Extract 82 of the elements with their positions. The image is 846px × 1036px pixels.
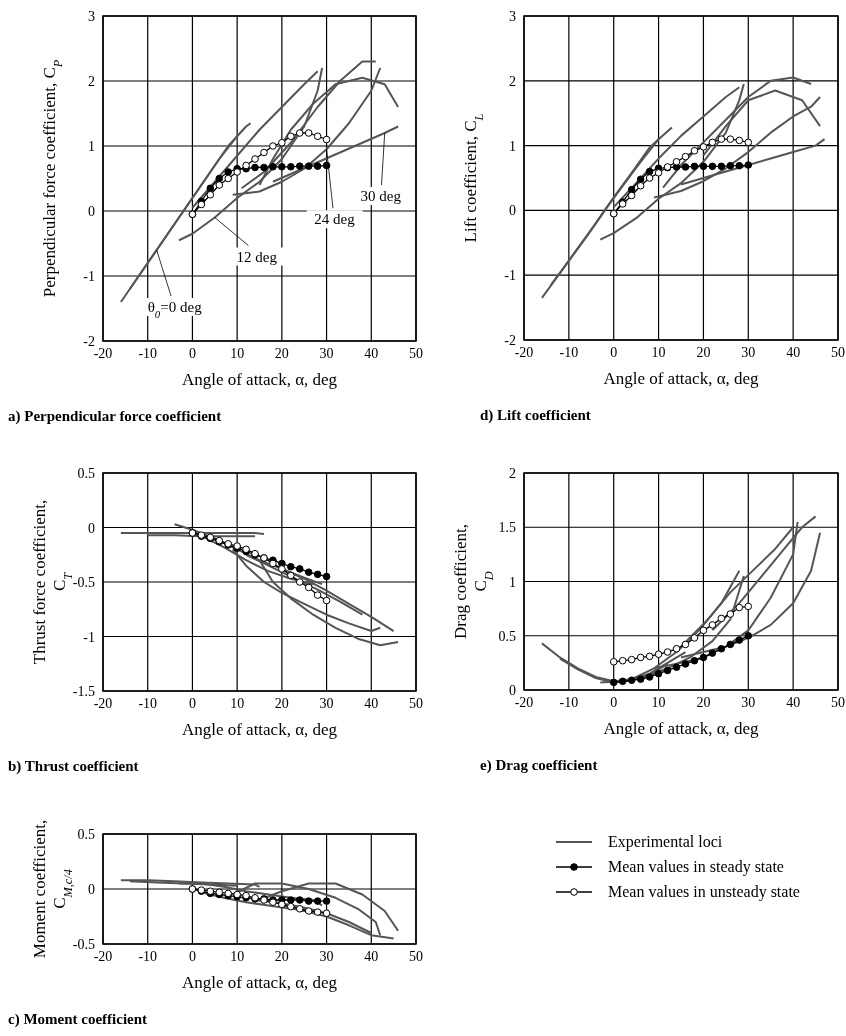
y-tick-label: -2 xyxy=(504,333,516,348)
annotation: θ$_{0}$=0 deg xyxy=(147,299,203,320)
x-tick-label: 50 xyxy=(409,949,423,964)
y-tick-label: 3 xyxy=(509,9,516,24)
x-tick-label: 10 xyxy=(651,695,666,710)
x-tick-label: 20 xyxy=(274,346,289,361)
y-tick-label: -1.5 xyxy=(72,684,95,699)
x-tick-label: 30 xyxy=(741,695,756,710)
x-axis-title: Angle of attack, α, deg xyxy=(181,973,338,992)
y-tick-label: 0 xyxy=(88,204,95,219)
annotation: 24 deg xyxy=(314,211,356,228)
x-tick-label: 20 xyxy=(696,345,711,360)
x-tick-label: -10 xyxy=(138,346,158,361)
x-tick-label: 10 xyxy=(230,696,245,711)
annotation: 12 deg xyxy=(236,248,278,265)
x-tick-label: 0 xyxy=(610,695,618,710)
x-tick-label: 50 xyxy=(831,345,845,360)
x-axis-title: Angle of attack, α, deg xyxy=(181,370,338,389)
y-tick-label: 0.5 xyxy=(77,827,95,842)
text: c) Moment coefficient xyxy=(8,1011,148,1028)
x-tick-label: -10 xyxy=(138,949,158,964)
x-axis-title: Angle of attack, α, deg xyxy=(603,369,760,388)
x-tick-label: 10 xyxy=(230,346,245,361)
y-tick-label: -1 xyxy=(83,629,95,645)
y-tick-label: 0.5 xyxy=(498,628,516,644)
x-tick-label: 20 xyxy=(274,696,289,711)
y-tick-label: 1 xyxy=(509,574,516,590)
x-tick-label: -20 xyxy=(93,949,113,964)
x-tick-label: 30 xyxy=(319,696,334,711)
x-tick-label: 50 xyxy=(409,346,423,361)
x-tick-label: -10 xyxy=(559,695,579,710)
y-tick-label: 3 xyxy=(88,9,95,24)
legend-label: Mean values in unsteady state xyxy=(608,883,800,901)
y-tick-label: -0.5 xyxy=(72,937,95,952)
x-axis-title: Angle of attack, α, deg xyxy=(181,720,338,739)
x-tick-label: -20 xyxy=(93,696,113,711)
x-tick-label: -10 xyxy=(559,345,579,360)
x-tick-label: 40 xyxy=(364,346,379,361)
x-tick-label: 0 xyxy=(188,949,196,964)
x-tick-label: 30 xyxy=(319,346,334,361)
annotation: 30 deg xyxy=(360,188,402,204)
y-tick-label: 2 xyxy=(509,73,516,89)
y-tick-label: 2 xyxy=(509,466,516,481)
y-tick-label: -0.5 xyxy=(72,575,95,590)
x-tick-label: -20 xyxy=(514,345,534,360)
x-tick-label: 30 xyxy=(741,345,756,360)
x-tick-label: 40 xyxy=(364,696,379,711)
text: e) Drag coefficient xyxy=(480,757,598,774)
x-tick-label: 50 xyxy=(831,695,845,710)
y-tick-label: 1 xyxy=(88,139,95,154)
x-axis-title: Angle of attack, α, deg xyxy=(603,719,760,738)
y-tick-label: -1 xyxy=(504,268,516,284)
x-tick-label: 20 xyxy=(696,695,711,710)
x-tick-label: 30 xyxy=(319,949,334,964)
y-tick-label: 0 xyxy=(509,683,516,698)
x-tick-label: 40 xyxy=(364,949,379,964)
x-tick-label: -10 xyxy=(138,696,158,711)
x-tick-label: -20 xyxy=(514,695,534,710)
x-tick-label: 0 xyxy=(188,696,196,711)
x-tick-label: 10 xyxy=(651,345,666,360)
text: b) Thrust coefficient xyxy=(8,758,139,775)
x-tick-label: 50 xyxy=(409,696,423,711)
x-tick-label: 0 xyxy=(610,345,618,360)
y-tick-label: 1 xyxy=(509,138,516,154)
x-tick-label: 20 xyxy=(274,949,289,964)
text: d) Lift coefficient xyxy=(480,407,591,424)
text: a) Perpendicular force coefficient xyxy=(8,408,222,425)
y-tick-label: -2 xyxy=(83,334,95,349)
y-tick-label: 2 xyxy=(88,74,95,89)
y-tick-label: 1.5 xyxy=(498,520,516,536)
x-tick-label: -20 xyxy=(93,346,113,361)
y-tick-label: 0 xyxy=(88,882,95,897)
legend-label: Experimental loci xyxy=(608,833,723,851)
x-tick-label: 10 xyxy=(230,949,245,964)
y-tick-label: 0 xyxy=(88,520,95,536)
y-tick-label: 0 xyxy=(509,203,516,219)
x-tick-label: 0 xyxy=(188,346,196,361)
y-tick-label: 0.5 xyxy=(77,466,95,481)
x-tick-label: 40 xyxy=(786,345,801,360)
y-tick-label: -1 xyxy=(83,269,95,284)
x-tick-label: 40 xyxy=(786,695,801,710)
legend-label: Mean values in steady state xyxy=(608,858,784,876)
